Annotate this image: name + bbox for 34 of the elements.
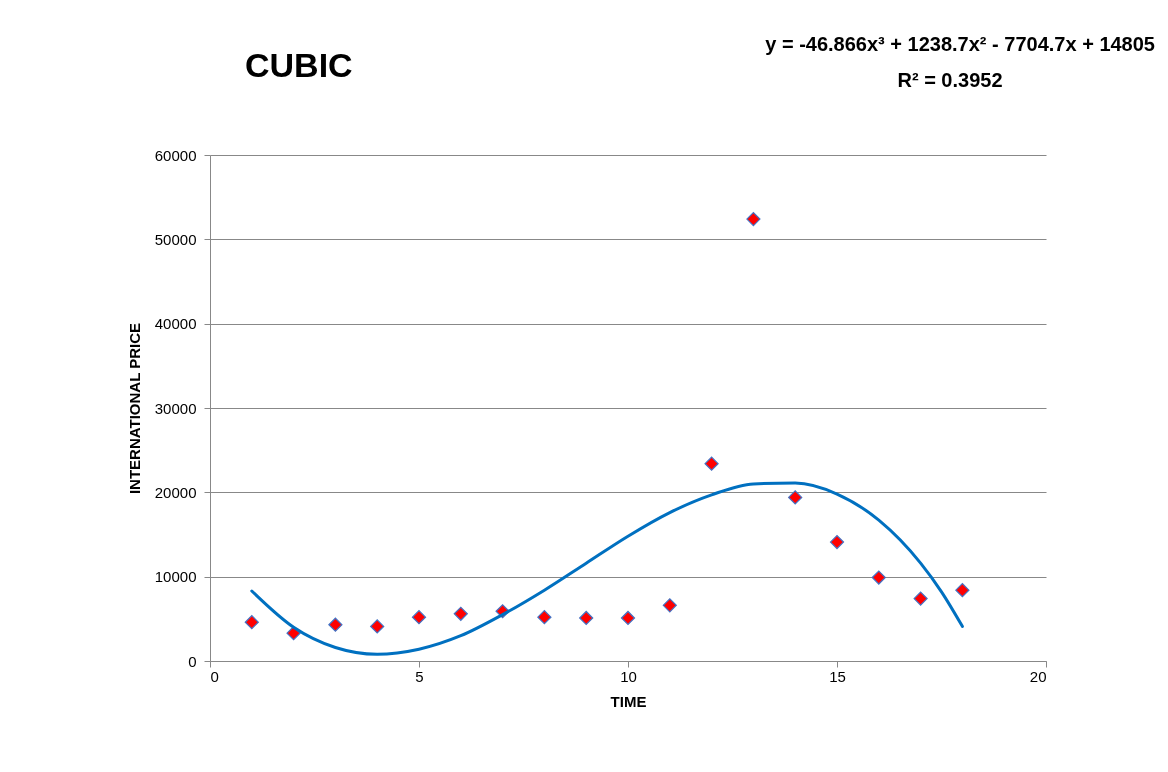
point	[370, 619, 385, 634]
point	[788, 490, 803, 505]
point	[662, 598, 677, 613]
y-tick-label: 60000	[154, 146, 197, 164]
y-tick-label: 10000	[154, 568, 197, 586]
point	[579, 610, 594, 626]
point	[913, 591, 928, 606]
point	[620, 610, 636, 626]
y-tick-label: 30000	[154, 399, 197, 417]
x-tick-label: 0	[210, 667, 219, 685]
line-series	[250, 481, 964, 656]
text: y = -46.866x³ + 1238.7x² - 7704.7x + 14805	[765, 33, 1155, 55]
y-tick-label: 0	[188, 652, 197, 670]
x-tick-label: 20	[1029, 667, 1047, 685]
chart-title: CUBIC	[245, 46, 353, 84]
y-tick-label: 20000	[154, 483, 197, 501]
point	[453, 606, 468, 621]
point	[328, 617, 343, 632]
y-tick-label: 40000	[154, 315, 197, 333]
y-tick-label: 50000	[154, 230, 197, 248]
point	[244, 615, 259, 630]
point	[955, 583, 970, 598]
point	[411, 610, 427, 625]
point	[746, 211, 761, 227]
point	[537, 610, 552, 625]
x-tick-label: 5	[415, 667, 424, 685]
x-tick-label: 10	[620, 667, 637, 685]
x-tick-label: 15	[829, 667, 846, 685]
point	[829, 534, 845, 550]
point	[704, 456, 719, 471]
point	[871, 570, 886, 585]
y-axis-title: INTERNATIONAL PRICE	[125, 322, 143, 495]
text: R² = 0.3952	[897, 69, 1003, 91]
x-axis-title: TIME	[610, 692, 647, 710]
